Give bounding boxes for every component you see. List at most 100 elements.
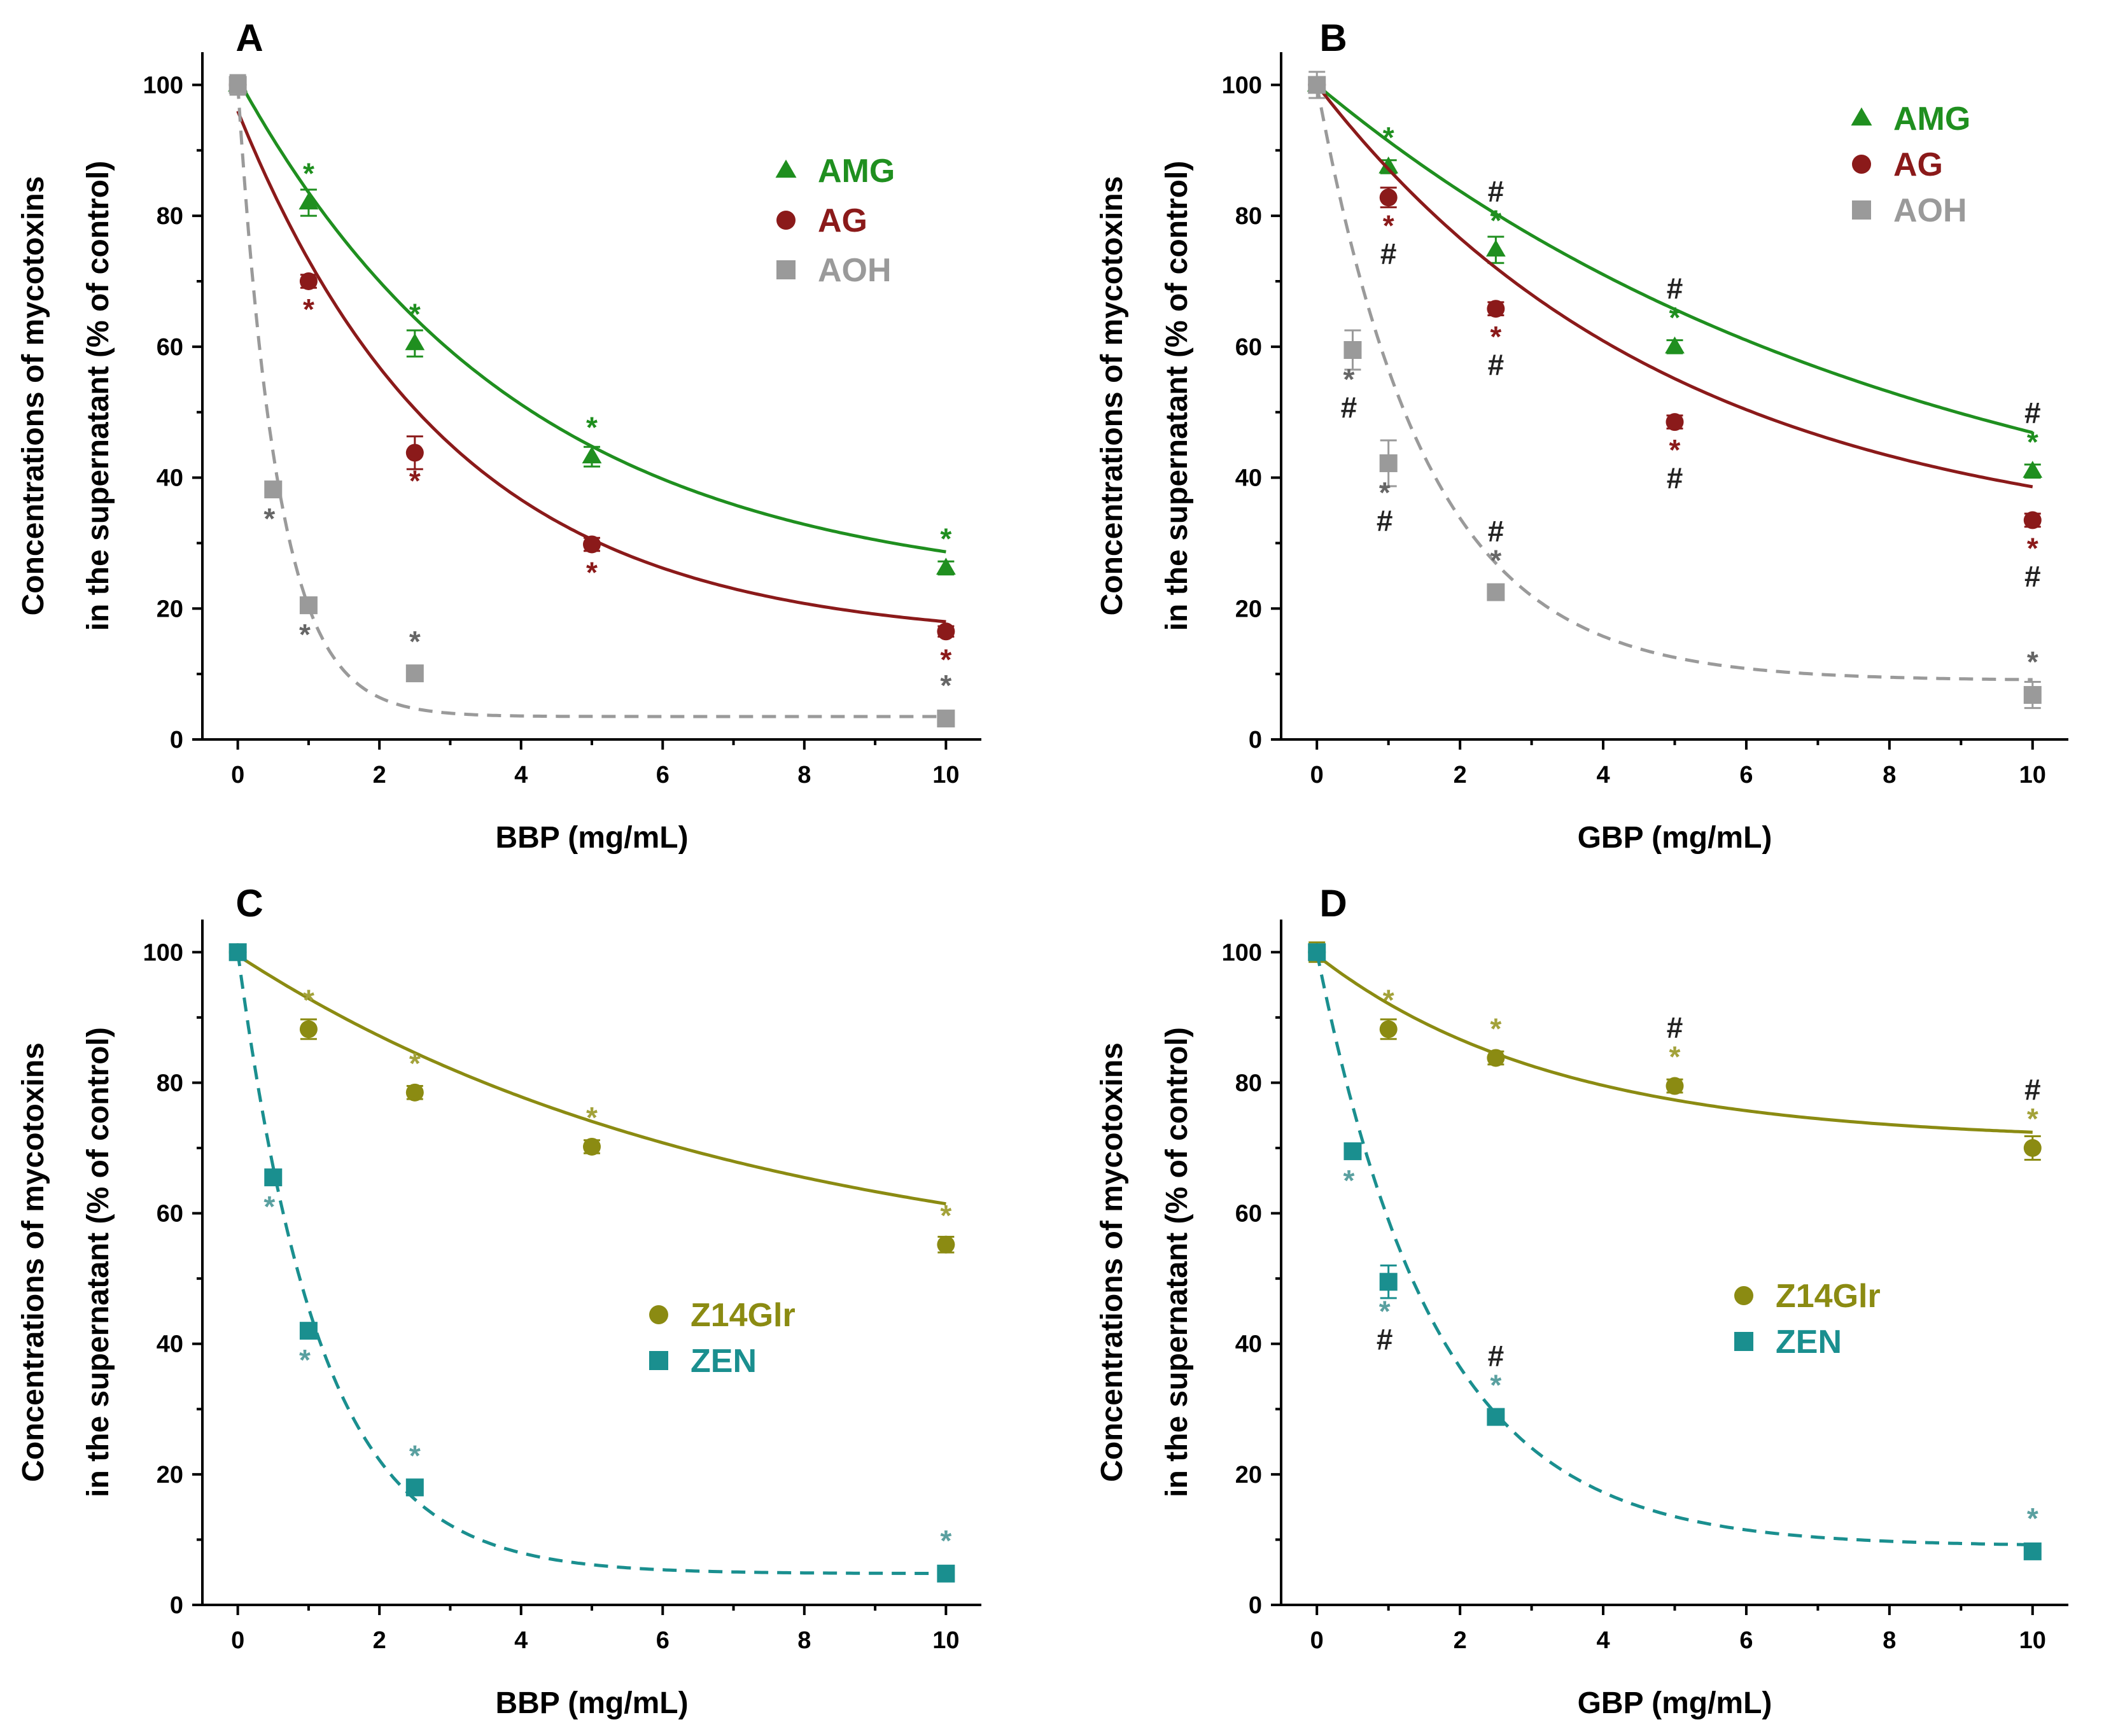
significance-star: * (2027, 645, 2038, 678)
significance-star: * (1383, 209, 1394, 242)
series-aoh: *#*#*#* (1308, 71, 2042, 710)
legend-label: AG (818, 202, 867, 239)
series-amg: * * * * (228, 74, 956, 576)
series-aoh: * * * * (228, 74, 955, 728)
data-point (299, 1020, 318, 1039)
fit-curve (1315, 83, 2033, 489)
data-point (2023, 686, 2042, 704)
y-tick-label: 40 (157, 1331, 183, 1358)
significance-star: * (586, 1101, 598, 1134)
legend-label: ZEN (691, 1343, 757, 1380)
significance-star: * (303, 983, 314, 1016)
data-point (1485, 239, 1506, 257)
data-point (1379, 1273, 1398, 1291)
data-point (937, 1564, 955, 1583)
significance-star: * (303, 157, 314, 190)
data-point (583, 535, 601, 554)
series-zen: **#*#* (1308, 943, 2042, 1560)
significance-hash: # (2024, 1073, 2041, 1106)
significance-star: * (940, 669, 951, 702)
y-tick-label: 60 (1235, 1201, 1262, 1228)
y-axis-title-line2: in the supernatant (% of control) (81, 1027, 115, 1497)
y-tick-label: 40 (1235, 1331, 1262, 1358)
y-axis-title-line2: in the supernatant (% of control) (1160, 161, 1194, 631)
y-tick-label: 40 (157, 465, 183, 492)
x-tick-label: 10 (2019, 762, 2046, 788)
series-zen: * * * * (228, 943, 955, 1583)
data-point (2023, 461, 2043, 478)
y-tick-label: 0 (1249, 727, 1262, 753)
x-tick-label: 4 (514, 1627, 528, 1654)
y-tick-label: 20 (1235, 1462, 1262, 1488)
data-point (299, 596, 318, 615)
significance-star: * (940, 522, 951, 556)
x-axis-title: GBP (mg/mL) (1578, 1686, 1772, 1720)
series-z14glr: * * * * (228, 943, 955, 1254)
y-tick-label: 0 (170, 1592, 183, 1619)
data-point (936, 557, 956, 575)
significance-hash: # (1377, 1322, 1393, 1355)
x-tick-label: 2 (373, 762, 386, 788)
significance-star: * (586, 556, 598, 589)
x-tick-label: 8 (797, 1627, 811, 1654)
legend-marker (776, 211, 796, 230)
x-tick-label: 4 (514, 762, 528, 788)
fit-curve (236, 85, 946, 718)
x-tick-label: 0 (231, 1627, 244, 1654)
x-axis-title: GBP (mg/mL) (1578, 821, 1772, 855)
significance-star: * (409, 1439, 421, 1472)
fit-curve (236, 77, 946, 554)
significance-star: * (1383, 983, 1394, 1016)
legend-marker (1851, 107, 1872, 126)
significance-hash: # (1488, 175, 1504, 208)
significance-star: * (586, 411, 598, 444)
legend-marker (1734, 1286, 1753, 1305)
y-tick-label: 60 (157, 1201, 183, 1228)
data-point (405, 333, 425, 351)
data-point (1487, 583, 1505, 601)
y-tick-label: 0 (1249, 1592, 1262, 1619)
data-point (937, 622, 955, 641)
significance-hash: # (2024, 396, 2041, 429)
legend-label: AMG (818, 153, 895, 190)
panel-letter: C (235, 882, 263, 925)
data-point (2023, 511, 2042, 529)
significance-hash: # (1667, 1011, 1683, 1044)
data-point (582, 446, 602, 464)
significance-star: * (409, 464, 421, 497)
data-point (264, 480, 283, 499)
significance-star: * (2027, 425, 2038, 458)
y-axis-title-line2: in the supernatant (% of control) (81, 161, 115, 631)
data-point (1379, 454, 1398, 472)
fit-curve (1315, 84, 2033, 682)
x-tick-label: 6 (1739, 762, 1753, 788)
legend-marker (776, 260, 796, 279)
y-axis-title-line2: in the supernatant (% of control) (1160, 1027, 1194, 1497)
legend-label: AMG (1893, 101, 1970, 137)
data-point (1487, 1049, 1505, 1067)
y-axis-title-line1: Concentrations of mycotoxins (17, 1042, 50, 1482)
significance-star: * (940, 1524, 951, 1557)
y-tick-label: 80 (157, 203, 183, 230)
data-point (299, 1322, 318, 1340)
x-tick-label: 10 (932, 762, 959, 788)
legend-label: AG (1893, 146, 1943, 183)
data-point (228, 943, 247, 962)
significance-star: * (299, 618, 311, 651)
data-point (1665, 336, 1685, 354)
data-point (405, 664, 424, 683)
x-tick-label: 4 (1596, 762, 1610, 788)
panel-letter: D (1319, 882, 1347, 925)
significance-hash: # (1380, 237, 1397, 270)
data-point (583, 1137, 601, 1156)
data-point (2023, 1139, 2042, 1157)
significance-star: * (1490, 320, 1501, 353)
data-point (937, 1235, 955, 1254)
legend: Z14Glr ZEN (649, 1297, 796, 1380)
x-axis-title: BBP (mg/mL) (495, 1686, 688, 1720)
significance-star: * (1343, 363, 1355, 396)
significance-star: * (2027, 531, 2038, 564)
